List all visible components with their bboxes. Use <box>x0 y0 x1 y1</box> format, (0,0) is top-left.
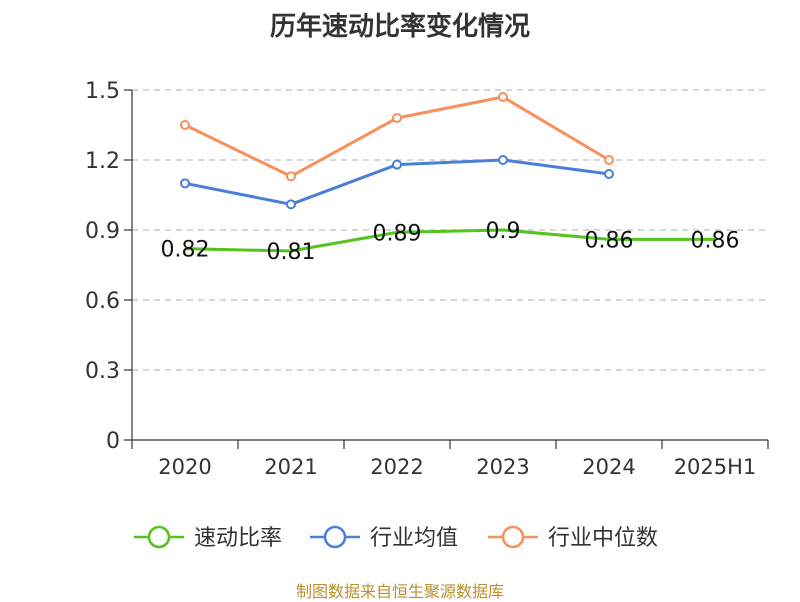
data-point[interactable] <box>286 171 296 182</box>
data-point[interactable] <box>392 159 402 170</box>
grid-lines <box>132 89 768 371</box>
y-tick-label: 0.6 <box>85 289 120 314</box>
legend-label: 行业均值 <box>370 526 458 551</box>
y-tick-label: 1.5 <box>85 79 120 104</box>
series-line <box>184 228 715 253</box>
legend-label: 速动比率 <box>194 526 282 551</box>
series-lines <box>180 92 715 253</box>
x-tick-label: 2021 <box>264 455 317 479</box>
y-tick-label: 1.2 <box>85 149 120 174</box>
data-label: 0.81 <box>267 240 316 265</box>
data-label: 0.9 <box>486 219 521 244</box>
legend-item[interactable]: 速动比率 <box>134 525 282 551</box>
legend-marker <box>323 525 347 549</box>
legend-item[interactable]: 行业均值 <box>310 525 458 551</box>
legend-label: 行业中位数 <box>548 526 658 551</box>
y-tick-label: 0 <box>106 429 120 454</box>
data-point[interactable] <box>286 199 296 210</box>
data-point[interactable] <box>604 155 614 165</box>
data-point[interactable] <box>498 92 508 102</box>
x-tick-label: 2022 <box>370 455 423 479</box>
data-label: 0.86 <box>691 228 740 253</box>
source-note: 制图数据来自恒生聚源数据库 <box>295 582 504 601</box>
data-label: 0.86 <box>585 228 634 253</box>
y-tick-label: 0.9 <box>85 219 120 244</box>
x-tick-label: 2024 <box>582 455 635 479</box>
data-point[interactable] <box>604 169 614 179</box>
data-label: 0.82 <box>161 238 210 263</box>
data-point[interactable] <box>180 120 190 130</box>
data-point[interactable] <box>392 113 402 123</box>
axes: 0 0.3 0.6 0.9 1.2 1.5 2020 2021 2022 2023 2024 2025… <box>85 79 769 479</box>
chart-title: 历年速动比率变化情况 <box>269 12 530 42</box>
x-tick-label: 2023 <box>476 455 529 479</box>
x-tick-label: 2020 <box>158 455 211 479</box>
legend-marker <box>501 525 525 549</box>
data-point[interactable] <box>498 155 508 165</box>
legend-item[interactable]: 行业中位数 <box>488 525 658 551</box>
data-label: 0.89 <box>373 221 422 246</box>
data-point[interactable] <box>180 178 190 189</box>
legend-marker <box>147 525 171 549</box>
legend[interactable]: 速动比率 行业均值 行业中位数 <box>134 525 658 551</box>
data-labels: 0.82 0.81 0.89 0.9 0.86 0.86 <box>161 219 740 265</box>
x-tick-label: 2025H1 <box>674 455 757 479</box>
y-tick-label: 0.3 <box>85 359 120 384</box>
